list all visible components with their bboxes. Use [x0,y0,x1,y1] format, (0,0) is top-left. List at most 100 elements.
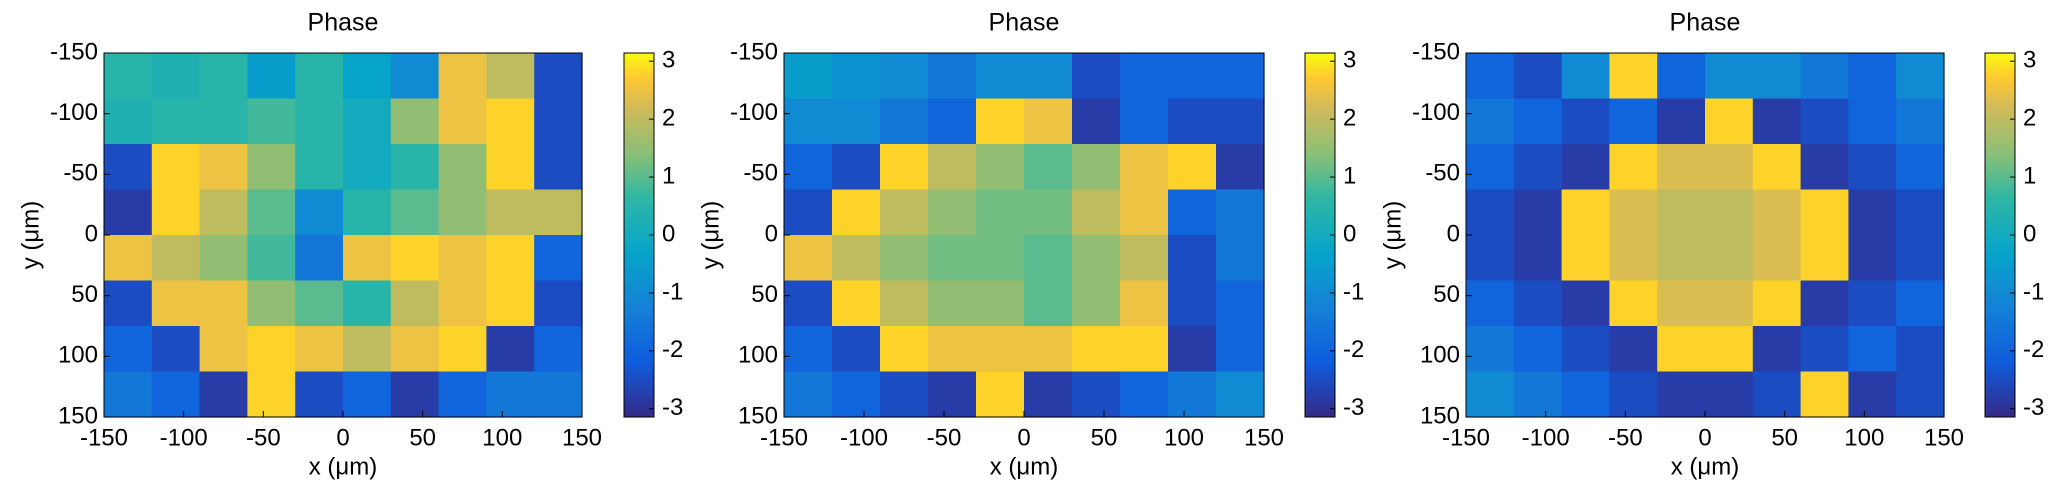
colorbar-tick-label: 2 [662,104,675,131]
heatmap-cell [486,326,535,373]
x-tick-label: -50 [246,424,281,451]
heatmap-cell [832,235,881,282]
heatmap-cell [1466,326,1515,373]
colorbar-tick-label: -3 [2023,394,2044,421]
heatmap-cell [1609,326,1658,373]
heatmap-cell [832,98,881,145]
heatmap-cell [199,235,248,282]
heatmap-cell [390,53,440,100]
heatmap-cell [880,235,929,282]
heatmap-cell [976,98,1025,145]
heatmap-cell [1752,98,1802,145]
heatmap-cell [1705,326,1754,373]
y-axis-label: y (μm) [697,201,724,269]
heatmap-cell [784,280,833,327]
heatmap-cell [1705,371,1754,418]
x-tick-label: 150 [1924,424,1964,451]
heatmap-cell [438,144,487,191]
heatmap-cell [390,189,440,236]
y-tick-label: -50 [63,160,98,187]
heatmap-cell [880,280,929,327]
heatmap-cell [832,189,881,236]
colorbar-tick-label: -3 [1343,394,1364,421]
heatmap-cell [247,371,296,418]
x-tick-label: -50 [927,424,962,451]
heatmap-cell [976,235,1025,282]
x-tick-label: 50 [1091,424,1118,451]
heatmap-cell [1120,371,1169,418]
heatmap-cell [1752,326,1802,373]
heatmap-cell [343,53,392,100]
heatmap-cell [1657,235,1706,282]
heatmap-cell [1848,371,1897,418]
heatmap-cell [1513,371,1563,418]
heatmap-cell [438,371,487,418]
heatmap-cell [1561,144,1610,191]
heatmap-cell [928,53,977,100]
x-axis-label: x (μm) [309,453,377,480]
heatmap-cell [1657,326,1706,373]
heatmap-cell [1466,280,1515,327]
heatmap-cell [1657,371,1706,418]
heatmap-cell [832,326,881,373]
heatmap-cell [1513,326,1563,373]
heatmap-cell [295,189,344,236]
heatmap-cell [295,144,344,191]
heatmap-cell [295,98,344,145]
heatmap-cell [1896,189,1945,236]
heatmap-cell [1513,98,1563,145]
y-tick-label: 100 [738,342,778,369]
heatmap-cell [534,326,583,373]
heatmap-cell [1561,98,1610,145]
heatmap-cell [928,235,977,282]
heatmap-cell [390,280,440,327]
heatmap-cell [1609,53,1658,100]
heatmap-cell [976,371,1025,418]
heatmap-cell [1848,53,1897,100]
heatmap-cell [151,144,201,191]
heatmap-cell [880,189,929,236]
x-axis-label: x (μm) [1671,453,1739,480]
heatmap-cell [486,235,535,282]
y-tick-label: -100 [1412,99,1460,126]
heatmap-cell [486,189,535,236]
heatmap-cell [1120,326,1169,373]
heatmap-cell [1609,280,1658,327]
heatmap-cell [1513,235,1563,282]
heatmap-cell [390,371,440,418]
heatmap-cell [784,235,833,282]
heatmap-cell [832,144,881,191]
heatmap-cell [104,53,153,100]
heatmap-cell [1072,326,1121,373]
heatmap-cell [976,280,1025,327]
chart-title: Phase [308,9,379,37]
heatmap-cell [1216,371,1265,418]
heatmap-cell [1024,144,1073,191]
heatmap-cell [1609,235,1658,282]
heatmap-cell [976,189,1025,236]
heatmap-cell [1657,53,1706,100]
heatmap-cell [1800,235,1849,282]
heatmap-cell [534,235,583,282]
heatmap-cell [1466,53,1515,100]
heatmap-cell [784,98,833,145]
heatmap-cell [486,98,535,145]
heatmap-cell [247,280,296,327]
colorbar-tick-label: 0 [1343,220,1356,247]
colorbar-tick-label: 1 [2023,162,2036,189]
y-tick-label: 100 [1420,342,1460,369]
heatmap-cell [784,189,833,236]
heatmap-cell [880,98,929,145]
heatmap-cell [534,144,583,191]
heatmap-cell [1072,189,1121,236]
x-tick-label: -100 [160,424,208,451]
heatmap-cell [1705,280,1754,327]
y-axis-label: y (μm) [17,201,44,269]
y-tick-label: -100 [50,99,98,126]
heatmap-cell [1848,144,1897,191]
colorbar-tick-label: -2 [1343,336,1364,363]
y-tick-label: 0 [85,220,98,247]
heatmap-cell [1466,235,1515,282]
heatmap-cell [1561,326,1610,373]
heatmap-cell [343,98,392,145]
